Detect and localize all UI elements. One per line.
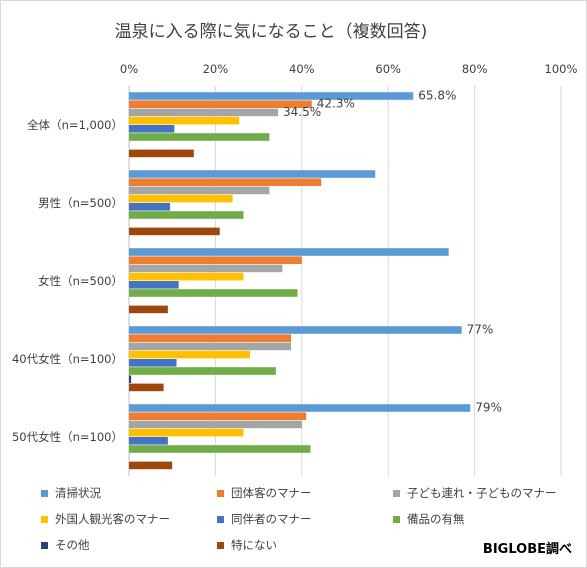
category-label: 40代女性（n=100） <box>12 352 123 366</box>
bar <box>129 342 291 351</box>
bar <box>129 437 168 445</box>
legend-swatch <box>41 541 48 549</box>
bar <box>129 334 291 342</box>
x-tick-label: 60% <box>375 62 401 76</box>
bar <box>129 305 168 314</box>
bar <box>129 100 312 108</box>
legend-item: その他 <box>41 537 90 553</box>
data-label: 79% <box>475 400 502 414</box>
bar <box>129 211 244 219</box>
bar-layer <box>129 92 471 470</box>
legend-item: 特にない <box>217 537 277 553</box>
legend-label: その他 <box>55 538 90 552</box>
bar <box>129 248 449 256</box>
bar <box>129 116 240 125</box>
legend-swatch <box>217 515 224 523</box>
data-label: 42.3% <box>317 97 355 111</box>
legend-item: 外国人観光客のマナー <box>41 511 170 527</box>
bar <box>129 256 302 264</box>
bar <box>129 281 179 289</box>
x-tick-label: 40% <box>289 62 315 76</box>
legend-swatch <box>393 515 400 523</box>
category-label: 50代女性（n=100） <box>12 430 123 444</box>
bar <box>129 359 177 367</box>
bar <box>129 178 322 186</box>
legend-label: 同伴者のマナー <box>231 512 312 526</box>
bar <box>129 149 194 158</box>
legend-item: 備品の有無 <box>393 511 465 527</box>
category-label: 男性（n=500） <box>38 196 123 210</box>
bar <box>129 367 276 375</box>
x-tick-label: 80% <box>462 62 488 76</box>
bar <box>129 203 171 211</box>
bar <box>129 412 307 420</box>
x-tick-label: 100% <box>545 62 578 76</box>
chart-svg: 温泉に入る際に気になること（複数回答) 0% 20% 40% 60% 80% 100% 全… <box>12 22 578 476</box>
legend-item: 子ども連れ・子どものマナー <box>393 485 557 501</box>
bar <box>129 445 311 453</box>
legend-swatch <box>217 489 224 497</box>
bar <box>129 428 244 437</box>
x-tick-label: 0% <box>120 62 138 76</box>
legend-swatch <box>393 489 400 497</box>
bar <box>129 133 270 141</box>
legend-label: 外国人観光客のマナー <box>55 512 170 526</box>
category-label: 女性（n=500） <box>38 274 123 288</box>
bar <box>129 227 220 236</box>
data-label-layer: 65.8% 42.3%34.5% 77% 79% <box>283 88 502 414</box>
bar <box>129 186 270 195</box>
bar <box>129 289 298 297</box>
category-label: 全体（n=1,000） <box>27 118 123 132</box>
x-tick-label: 20% <box>203 62 229 76</box>
legend-item: 清掃状況 <box>41 485 101 501</box>
bar <box>129 125 175 133</box>
bar <box>129 404 471 412</box>
bar <box>129 383 164 392</box>
data-label: 34.5% <box>283 105 321 119</box>
legend-label: 団体客のマナー <box>231 486 312 500</box>
chart-title: 温泉に入る際に気になること（複数回答) <box>115 22 428 42</box>
source-label: BIGLOBE調べ <box>482 542 572 557</box>
bar <box>129 420 302 429</box>
bar <box>129 92 414 100</box>
bar <box>129 108 279 117</box>
tick-layer: 0% 20% 40% 60% 80% 100% <box>120 62 578 76</box>
legend-swatch <box>41 515 48 523</box>
bar <box>129 326 462 334</box>
bar <box>129 461 173 470</box>
bar <box>129 194 233 203</box>
category-label-layer: 全体（n=1,000） 男性（n=500） 女性（n=500） 40代女性（n=100… <box>12 118 123 444</box>
legend-item: 同伴者のマナー <box>217 511 312 527</box>
data-label: 65.8% <box>418 88 456 102</box>
data-label: 77% <box>467 322 494 336</box>
legend-swatch <box>41 489 48 497</box>
bar <box>129 375 132 383</box>
legend-label: 子ども連れ・子どものマナー <box>407 486 557 500</box>
legend-label: 清掃状況 <box>55 486 101 500</box>
bar <box>129 170 376 178</box>
legend-item: 団体客のマナー <box>217 485 312 501</box>
bar <box>129 272 244 281</box>
legend-label: 備品の有無 <box>407 512 465 526</box>
legend-swatch <box>217 541 224 549</box>
bar <box>129 350 250 359</box>
legend-label: 特にない <box>231 538 277 552</box>
bar <box>129 264 283 273</box>
